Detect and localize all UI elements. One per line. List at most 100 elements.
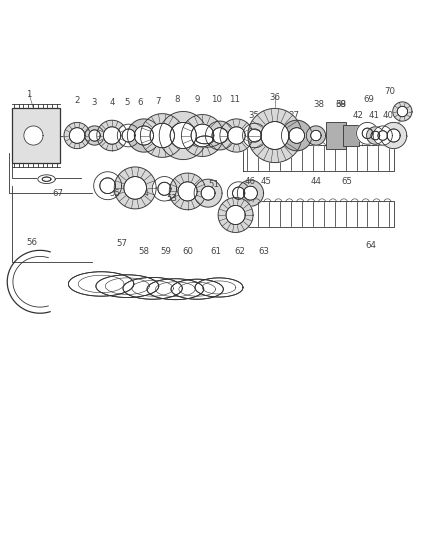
Polygon shape bbox=[117, 124, 140, 147]
Polygon shape bbox=[378, 131, 388, 140]
Polygon shape bbox=[114, 167, 156, 209]
Text: 36: 36 bbox=[269, 93, 280, 102]
Polygon shape bbox=[248, 129, 261, 142]
Polygon shape bbox=[362, 128, 373, 139]
Polygon shape bbox=[248, 108, 302, 163]
Text: 56: 56 bbox=[27, 238, 38, 247]
Polygon shape bbox=[306, 126, 325, 145]
Text: 63: 63 bbox=[258, 247, 269, 256]
Polygon shape bbox=[124, 176, 147, 199]
Text: 65: 65 bbox=[341, 177, 352, 186]
Polygon shape bbox=[171, 279, 223, 299]
Polygon shape bbox=[261, 122, 289, 149]
Polygon shape bbox=[243, 123, 267, 148]
FancyBboxPatch shape bbox=[326, 123, 346, 149]
Polygon shape bbox=[393, 102, 412, 121]
Text: 52: 52 bbox=[188, 189, 199, 198]
Polygon shape bbox=[196, 136, 214, 144]
Polygon shape bbox=[371, 131, 380, 140]
Polygon shape bbox=[85, 126, 104, 145]
Polygon shape bbox=[201, 186, 215, 200]
Text: 58: 58 bbox=[138, 247, 149, 256]
Text: 60: 60 bbox=[182, 247, 193, 256]
Polygon shape bbox=[169, 173, 206, 210]
Text: 3: 3 bbox=[92, 98, 97, 107]
Polygon shape bbox=[220, 119, 253, 152]
Polygon shape bbox=[141, 114, 184, 157]
Text: 6: 6 bbox=[138, 98, 143, 107]
Polygon shape bbox=[191, 124, 214, 147]
Polygon shape bbox=[159, 111, 207, 159]
Polygon shape bbox=[122, 129, 135, 142]
Text: 39: 39 bbox=[335, 100, 346, 109]
Text: 44: 44 bbox=[311, 177, 321, 186]
Text: 10: 10 bbox=[211, 95, 223, 104]
Polygon shape bbox=[64, 123, 90, 149]
Polygon shape bbox=[289, 128, 304, 143]
Polygon shape bbox=[42, 177, 51, 181]
Text: 61: 61 bbox=[210, 247, 221, 256]
Text: 38: 38 bbox=[313, 100, 324, 109]
Polygon shape bbox=[147, 279, 204, 300]
FancyBboxPatch shape bbox=[343, 125, 359, 147]
Text: 54: 54 bbox=[138, 189, 149, 198]
Polygon shape bbox=[387, 129, 400, 142]
Polygon shape bbox=[218, 198, 253, 232]
Polygon shape bbox=[97, 120, 127, 151]
Text: 70: 70 bbox=[385, 87, 396, 96]
Polygon shape bbox=[170, 123, 196, 149]
Polygon shape bbox=[237, 180, 264, 206]
Polygon shape bbox=[244, 186, 258, 200]
Polygon shape bbox=[96, 275, 159, 297]
Text: 67: 67 bbox=[53, 189, 64, 198]
FancyBboxPatch shape bbox=[12, 108, 60, 163]
Text: 46: 46 bbox=[245, 177, 256, 186]
Text: 1: 1 bbox=[26, 90, 32, 99]
Text: 53: 53 bbox=[166, 195, 177, 203]
Text: 45: 45 bbox=[261, 177, 272, 186]
Polygon shape bbox=[212, 128, 228, 143]
Polygon shape bbox=[94, 172, 122, 200]
Text: 41: 41 bbox=[368, 111, 379, 120]
Text: 40: 40 bbox=[383, 111, 394, 120]
Polygon shape bbox=[152, 176, 177, 201]
Polygon shape bbox=[311, 130, 321, 141]
Text: 66: 66 bbox=[200, 116, 211, 125]
Polygon shape bbox=[150, 123, 174, 148]
Text: 11: 11 bbox=[229, 95, 240, 104]
Text: 35: 35 bbox=[248, 111, 259, 120]
Polygon shape bbox=[381, 123, 407, 149]
Polygon shape bbox=[227, 182, 250, 205]
Polygon shape bbox=[188, 132, 222, 147]
Polygon shape bbox=[69, 128, 85, 143]
Text: 64: 64 bbox=[365, 241, 376, 250]
Polygon shape bbox=[68, 272, 134, 296]
Polygon shape bbox=[123, 277, 182, 299]
Polygon shape bbox=[103, 127, 121, 144]
Text: 7: 7 bbox=[155, 97, 161, 106]
Polygon shape bbox=[397, 106, 408, 117]
Text: 69: 69 bbox=[363, 95, 374, 104]
Text: 57: 57 bbox=[117, 239, 127, 248]
Polygon shape bbox=[373, 126, 392, 145]
Text: 55: 55 bbox=[110, 189, 120, 198]
Polygon shape bbox=[205, 121, 234, 150]
Text: 51: 51 bbox=[208, 180, 219, 189]
Text: 8: 8 bbox=[175, 95, 180, 104]
Polygon shape bbox=[24, 126, 43, 145]
Polygon shape bbox=[194, 179, 222, 207]
Text: 37: 37 bbox=[289, 111, 300, 120]
Polygon shape bbox=[38, 175, 55, 183]
Polygon shape bbox=[357, 123, 378, 144]
Text: 59: 59 bbox=[160, 247, 171, 256]
Text: 68: 68 bbox=[335, 100, 346, 109]
Polygon shape bbox=[158, 182, 171, 195]
Polygon shape bbox=[127, 119, 160, 152]
Text: 62: 62 bbox=[234, 247, 245, 256]
Text: 42: 42 bbox=[352, 111, 364, 120]
Text: 2: 2 bbox=[74, 96, 80, 105]
Text: 9: 9 bbox=[194, 95, 200, 104]
Polygon shape bbox=[100, 178, 116, 193]
Polygon shape bbox=[233, 187, 245, 199]
Polygon shape bbox=[228, 127, 245, 144]
